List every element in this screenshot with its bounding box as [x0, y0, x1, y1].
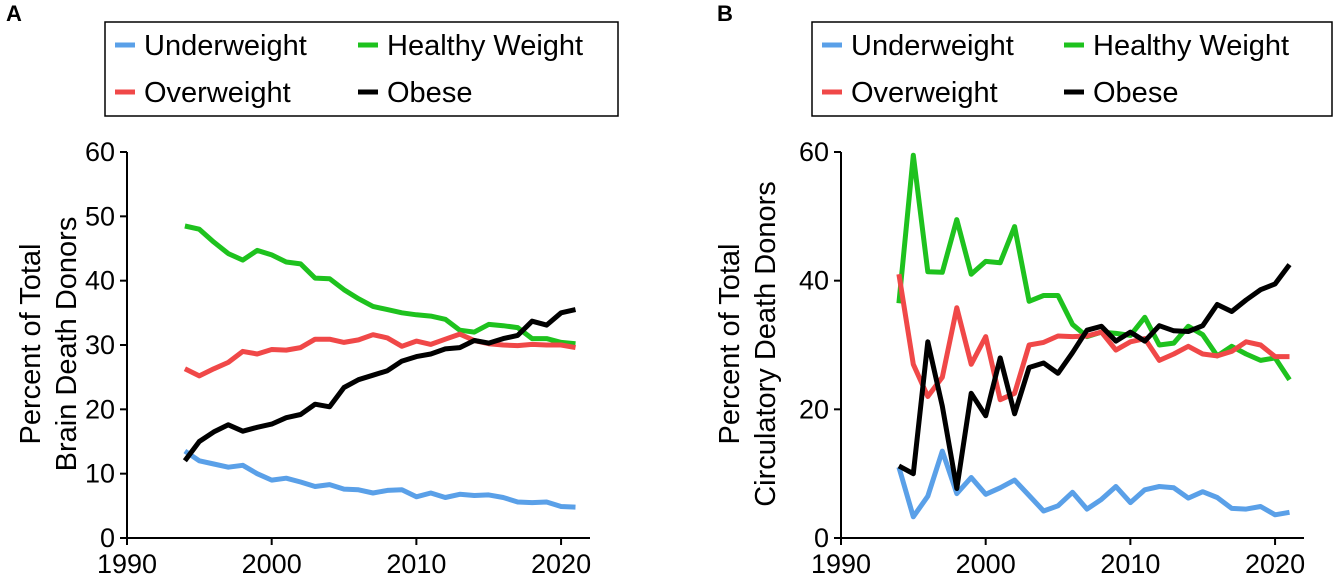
series-line-overweight — [183, 331, 576, 379]
x-tick-label: 2010 — [1100, 549, 1160, 579]
x-tick-label: 1990 — [97, 549, 157, 579]
legend-label-overweight: Overweight — [144, 77, 291, 109]
panel-b: B Underweight Healthy Weight Overweight Obe… — [714, 1, 1333, 579]
x-tick-label: 2020 — [531, 549, 591, 579]
y-tick-label: 40 — [85, 266, 115, 296]
y-tick-label: 0 — [100, 523, 115, 553]
legend-entry-healthy-weight: Healthy Weight — [1064, 30, 1289, 62]
legend-entry-underweight: Underweight — [822, 30, 1014, 62]
y-axis-label-line2: Circulatory Death Donors — [750, 181, 782, 507]
x-tick-label: 1990 — [811, 549, 871, 579]
panel-a: A Underweight Healthy Weight Overweight Obe… — [6, 1, 619, 579]
x-tick-label: 2000 — [242, 549, 302, 579]
legend-label-healthy-weight: Healthy Weight — [387, 30, 583, 62]
legend-label-underweight: Underweight — [144, 30, 307, 62]
legend-entry-overweight: Overweight — [115, 77, 291, 109]
legend-entry-underweight: Underweight — [115, 30, 307, 62]
panel-a-letter: A — [6, 1, 22, 26]
legend-label-healthy-weight: Healthy Weight — [1093, 30, 1289, 62]
y-tick-label: 0 — [814, 523, 829, 553]
legend-b: Underweight Healthy Weight Overweight Obese — [811, 21, 1333, 117]
legend-entry-overweight: Overweight — [822, 77, 998, 109]
x-tick-label: 2000 — [956, 549, 1016, 579]
x-tick-label: 2020 — [1245, 549, 1305, 579]
legend-label-obese: Obese — [1093, 77, 1178, 109]
y-tick-label: 60 — [799, 137, 829, 167]
y-axis-label-line1: Percent of Total — [15, 244, 47, 445]
legend-a-box — [104, 21, 619, 117]
plot-a: 0 10 20 30 40 50 60 1990 2000 2010 2020 — [85, 137, 591, 579]
series-line-underweight — [896, 448, 1290, 520]
plot-b: 0 20 40 60 1990 2000 2010 2020 — [799, 137, 1305, 579]
legend-entry-obese: Obese — [358, 77, 472, 109]
y-axis-label-line1: Percent of Total — [714, 244, 746, 445]
y-tick-label: 20 — [799, 394, 829, 424]
series-line-underweight — [183, 449, 576, 510]
legend-label-overweight: Overweight — [851, 77, 998, 109]
legend-label-underweight: Underweight — [851, 30, 1014, 62]
y-tick-label: 60 — [85, 137, 115, 167]
x-tick-label: 2010 — [386, 549, 446, 579]
legend-entry-healthy-weight: Healthy Weight — [358, 30, 583, 62]
y-tick-label: 40 — [799, 266, 829, 296]
series-line-obese — [182, 307, 577, 463]
y-tick-label: 50 — [85, 201, 115, 231]
panel-b-letter: B — [717, 1, 733, 26]
legend-a: Underweight Healthy Weight Overweight Obese — [104, 21, 619, 117]
y-tick-label: 10 — [85, 459, 115, 489]
y-tick-label: 20 — [85, 394, 115, 424]
y-axis-label-line2: Brain Death Donors — [51, 217, 83, 472]
legend-entry-obese: Obese — [1064, 77, 1178, 109]
series-line-healthy-weight — [184, 223, 576, 347]
y-tick-label: 30 — [85, 330, 115, 360]
series-line-overweight — [896, 273, 1290, 403]
series-line-healthy-weight — [896, 152, 1292, 382]
legend-b-box — [811, 21, 1333, 117]
series-line-obese — [897, 263, 1292, 491]
legend-label-obese: Obese — [387, 77, 472, 109]
